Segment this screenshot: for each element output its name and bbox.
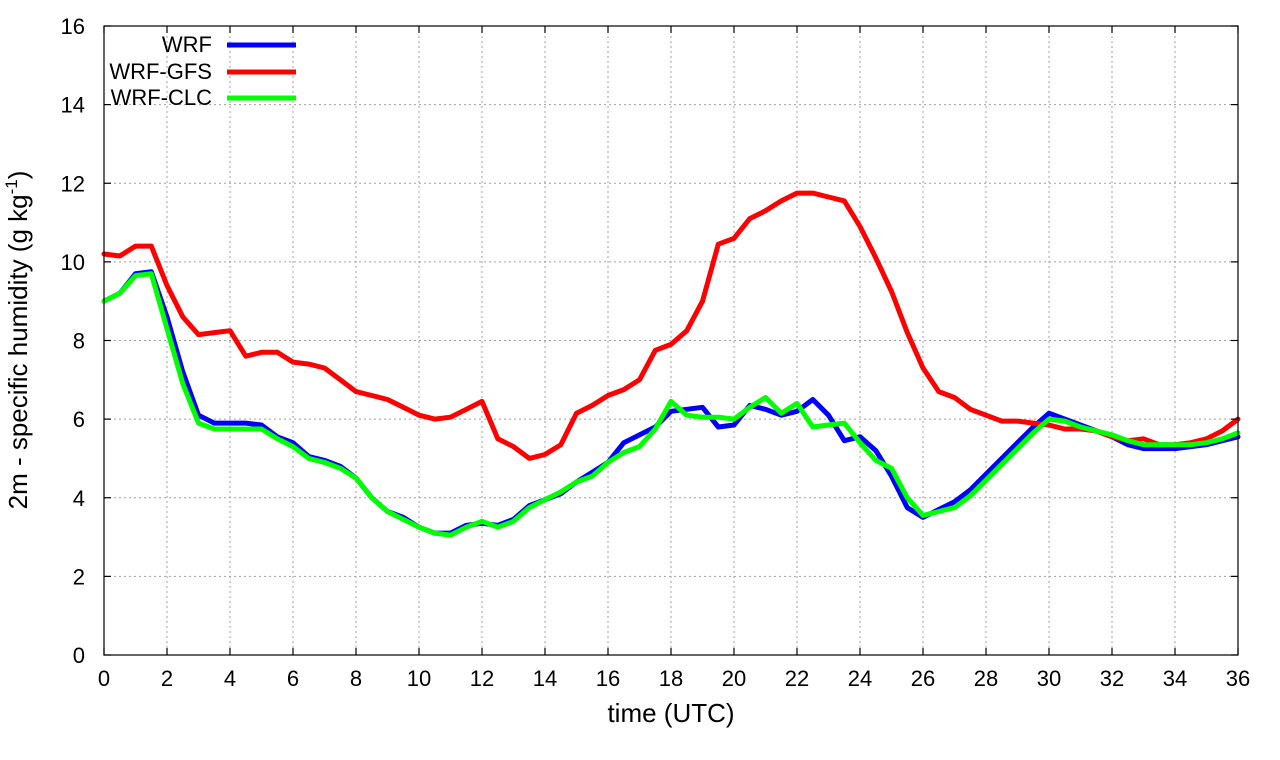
y-tick-label: 14: [61, 93, 85, 118]
y-tick-label: 10: [61, 250, 85, 275]
x-tick-label: 34: [1163, 666, 1187, 691]
x-tick-label: 16: [596, 666, 620, 691]
x-tick-label: 2: [161, 666, 173, 691]
x-tick-label: 12: [470, 666, 494, 691]
y-tick-label: 2: [73, 564, 85, 589]
x-tick-label: 28: [974, 666, 998, 691]
x-tick-label: 8: [350, 666, 362, 691]
y-tick-label: 6: [73, 407, 85, 432]
x-tick-label: 14: [533, 666, 557, 691]
x-tick-label: 4: [224, 666, 236, 691]
y-tick-label: 12: [61, 171, 85, 196]
x-tick-label: 22: [785, 666, 809, 691]
series-line-wrf: [101, 269, 1241, 536]
series-line-wrf-gfs: [101, 190, 1241, 461]
y-axis-title-exponent: -1: [2, 179, 21, 194]
y-axis-title: 2m - specific humidity (g kg-1): [2, 171, 33, 510]
x-tick-label: 10: [407, 666, 431, 691]
legend: WRF WRF-GFS WRF-CLC: [109, 32, 296, 110]
y-tick-label: 4: [73, 486, 85, 511]
y-tick-label: 16: [61, 14, 85, 39]
series-line-wrf-clc: [101, 271, 1241, 538]
y-axis-title-main: 2m - specific humidity (g kg: [3, 194, 33, 509]
x-tick-label: 18: [659, 666, 683, 691]
series-layer: [101, 190, 1241, 538]
x-tick-label: 6: [287, 666, 299, 691]
x-tick-label: 26: [911, 666, 935, 691]
legend-label-wrf: WRF: [162, 32, 212, 57]
y-tick-labels: 0 2 4 6 8 10 12 14 16: [61, 14, 85, 668]
x-tick-labels: 0 2 4 6 8 10 12 14 16 18 20 22 24 26 28 30 32 34 36: [98, 666, 1250, 691]
legend-label-wrf-gfs: WRF-GFS: [109, 59, 212, 84]
x-tick-label: 24: [848, 666, 872, 691]
x-tick-label: 32: [1100, 666, 1124, 691]
ticks-layer: [103, 25, 1239, 656]
grid-layer: [104, 26, 1238, 655]
y-tick-label: 8: [73, 329, 85, 354]
x-tick-label: 20: [722, 666, 746, 691]
x-axis-title: time (UTC): [607, 698, 734, 728]
x-tick-label: 30: [1037, 666, 1061, 691]
legend-label-wrf-clc: WRF-CLC: [111, 85, 213, 110]
y-axis-title-close: ): [3, 171, 33, 180]
x-tick-label: 0: [98, 666, 110, 691]
x-tick-label: 36: [1226, 666, 1250, 691]
y-tick-label: 0: [73, 643, 85, 668]
